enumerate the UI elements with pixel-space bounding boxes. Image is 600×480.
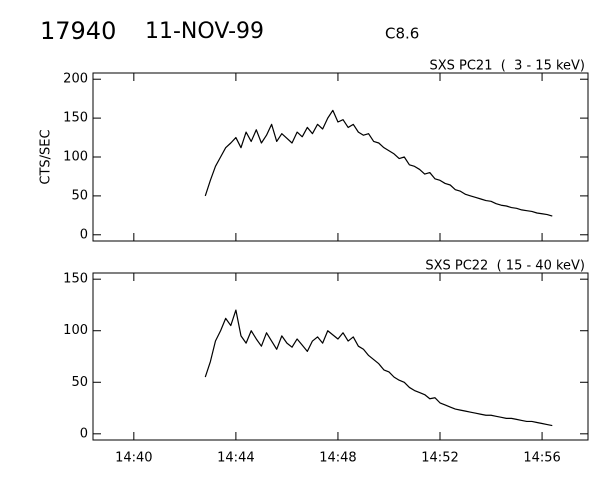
y-tick-label: 200 xyxy=(63,72,88,87)
flare-class: C8.6 xyxy=(385,25,419,43)
y-tick-label: 100 xyxy=(63,323,88,338)
x-tick-label: 14:40 xyxy=(115,451,152,466)
x-tick-label: 14:52 xyxy=(421,451,458,466)
event-id: 17940 xyxy=(40,17,116,45)
x-tick-label: 14:56 xyxy=(523,451,560,466)
x-tick-label: 14:44 xyxy=(217,451,254,466)
y-axis-label: CTS/SEC xyxy=(39,129,54,184)
y-tick-label: 0 xyxy=(80,426,88,441)
y-tick-label: 50 xyxy=(71,188,88,203)
light-curve xyxy=(204,309,553,427)
y-tick-label: 150 xyxy=(63,111,88,126)
y-tick-label: 100 xyxy=(63,150,88,165)
y-tick-label: 0 xyxy=(80,227,88,242)
panel-title: SXS PC22 ( 15 - 40 keV) xyxy=(425,259,585,274)
y-tick-label: 150 xyxy=(63,272,88,287)
y-tick-label: 50 xyxy=(71,375,88,390)
panel-title: SXS PC21 ( 3 - 15 keV) xyxy=(429,59,585,74)
plot-frame xyxy=(92,272,589,441)
plot-frame xyxy=(92,72,589,242)
light-curve xyxy=(204,109,553,217)
x-tick-label: 14:48 xyxy=(319,451,356,466)
event-date: 11-NOV-99 xyxy=(145,19,264,44)
